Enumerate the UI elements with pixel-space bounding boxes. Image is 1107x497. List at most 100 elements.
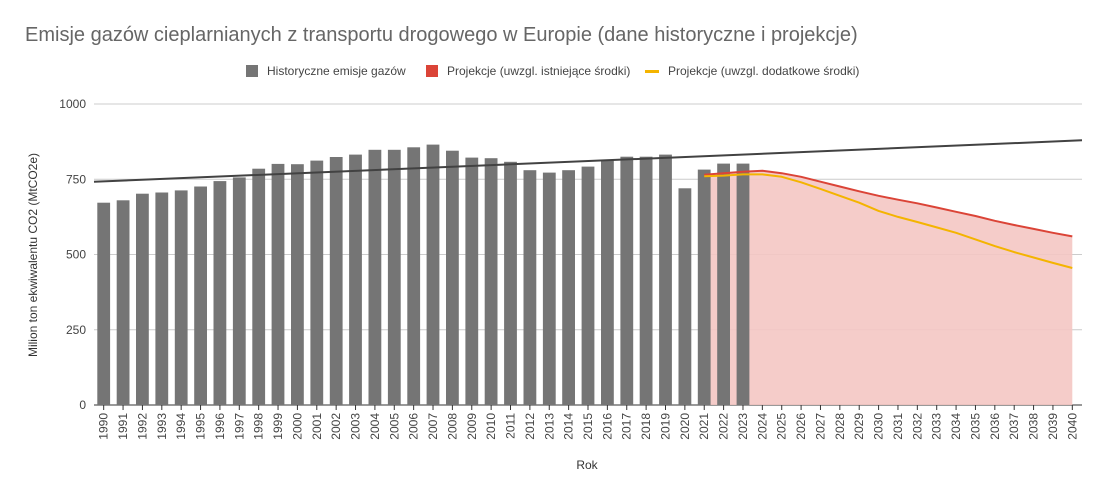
x-tick-label: 2007 [426,413,440,440]
x-tick-label: 1999 [271,413,285,440]
bar [484,158,498,405]
bar [174,190,188,405]
x-tick-label: 2017 [620,413,634,440]
bar [639,156,653,405]
bar [620,156,634,405]
y-tick-label: 250 [66,323,86,337]
x-tick-label: 1996 [213,413,227,440]
bar [542,172,556,405]
y-tick-label: 1000 [59,97,86,111]
x-tick-label: 2023 [736,413,750,440]
area-existing-measures [704,170,1073,405]
y-tick-label: 750 [66,172,86,186]
x-tick-label: 2021 [697,413,711,440]
x-tick-label: 2005 [387,413,401,440]
bar [523,170,537,405]
legend-item-existing-measures[interactable]: Projekcje (uwzgl. istniejące środki) [426,64,630,78]
x-tick-label: 1998 [252,413,266,440]
line-additional-measures [704,173,1073,269]
bar [736,163,750,405]
x-tick-label: 2004 [368,413,382,440]
x-tick-label: 1995 [194,413,208,440]
x-tick-label: 2020 [678,413,692,440]
x-tick-label: 2035 [968,413,982,440]
x-tick-label: 2014 [562,413,576,440]
bar [678,188,692,405]
bar [136,193,149,405]
bar [407,147,421,406]
y-tick-label: 0 [79,398,86,412]
x-tick-label: 1990 [97,413,111,440]
bar [271,163,285,405]
bar [446,150,459,405]
x-tick-label: 2012 [523,413,537,440]
x-tick-label: 2002 [329,413,343,440]
x-tick-label: 1993 [155,413,169,440]
bar [368,149,382,405]
bar [426,144,440,405]
x-tick-label: 2000 [290,413,304,440]
bar [252,168,266,405]
bar [329,157,343,405]
x-tick-label: 2040 [1065,413,1079,440]
x-tick-label: 2019 [658,413,672,440]
y-tick-label: 500 [66,248,86,262]
bar [562,170,575,405]
x-tick-label: 2039 [1046,413,1060,440]
x-tick-label: 2026 [794,413,808,440]
x-tick-label: 2034 [949,413,963,440]
x-axis-label: Rok [576,458,598,472]
bar [387,149,401,405]
bar [601,159,614,405]
y-axis-label: Milion ton ekwiwalentu CO2 (MtCO2e) [26,152,40,358]
x-tick-label: 2011 [504,413,518,439]
x-tick-label: 2008 [445,413,459,440]
legend-swatch-historical [246,65,258,77]
x-tick-label: 2038 [1027,413,1041,440]
bar [232,177,246,405]
legend-label-existing-measures: Projekcje (uwzgl. istniejące środki) [447,64,631,78]
bar [97,202,111,405]
x-tick-label: 2013 [542,413,556,440]
legend: Historyczne emisje gazów Projekcje (uwzg… [0,64,1107,82]
x-tick-label: 2015 [581,413,595,440]
x-tick-label: 2036 [988,413,1002,440]
bar [697,169,711,405]
bar [155,192,169,405]
x-tick-label: 2016 [600,413,614,440]
bar [581,166,595,405]
x-tick-label: 2022 [717,413,731,440]
x-tick-label: 2025 [775,413,789,440]
legend-label-historical: Historyczne emisje gazów [267,64,406,78]
x-tick-label: 2018 [639,413,653,440]
bar [504,161,517,405]
bar [717,163,730,405]
x-tick-label: 1994 [174,413,188,440]
x-tick-label: 2032 [910,413,924,440]
trendline [93,139,1083,183]
x-tick-label: 2009 [465,413,479,440]
chart-title: Emisje gazów cieplarnianych z transportu… [25,24,858,46]
x-tick-label: 2030 [872,413,886,440]
legend-item-historical[interactable]: Historyczne emisje gazów [246,64,406,78]
x-tick-label: 2006 [407,413,421,440]
x-tick-label: 2033 [930,413,944,440]
bar [310,160,324,405]
legend-swatch-additional-measures [645,69,659,73]
x-tick-label: 2003 [349,413,363,440]
bar [349,154,362,405]
bar [116,200,130,405]
bar [659,154,672,405]
bar [213,181,227,405]
x-tick-label: 2024 [755,413,769,440]
x-tick-label: 2001 [310,413,324,440]
legend-item-additional-measures[interactable]: Projekcje (uwzgl. dodatkowe środki) [645,64,859,78]
x-tick-label: 2037 [1007,413,1021,440]
x-tick-label: 2027 [813,413,827,440]
x-tick-label: 1997 [232,413,246,440]
line-existing-measures [704,169,1073,238]
legend-swatch-existing-measures [426,65,438,77]
x-tick-label: 1992 [135,413,149,440]
